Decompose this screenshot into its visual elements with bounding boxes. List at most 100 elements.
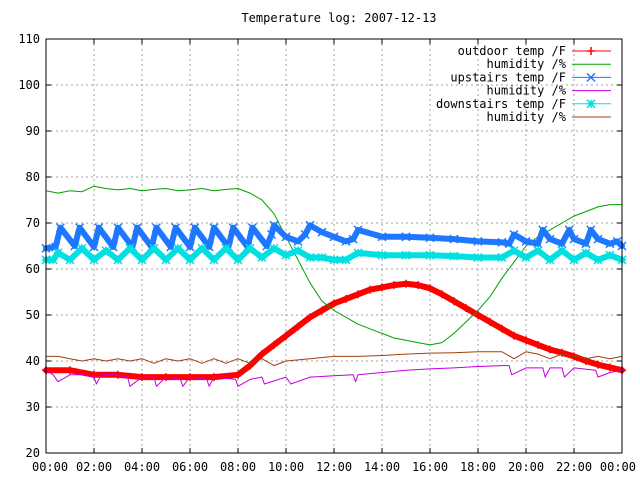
data-point (449, 251, 459, 261)
data-point (521, 236, 531, 246)
x-tick-label: 16:00 (412, 460, 448, 474)
series-line (45, 185, 623, 346)
data-point (545, 234, 555, 244)
data-point (509, 246, 519, 256)
data-point (402, 279, 410, 288)
data-point (486, 317, 494, 326)
data-point (586, 225, 596, 235)
data-point (401, 232, 411, 242)
data-point (348, 234, 358, 244)
legend-marker (587, 47, 595, 55)
data-point (462, 304, 470, 313)
legend-label: downstairs temp /F (436, 97, 566, 111)
data-point (353, 248, 363, 258)
x-tick-label: 06:00 (172, 460, 208, 474)
data-point (497, 252, 507, 263)
legend-marker (586, 99, 596, 109)
y-tick-label: 20 (26, 446, 40, 460)
data-point (593, 234, 603, 244)
data-point (594, 360, 602, 369)
data-point (89, 255, 99, 265)
y-tick-label: 70 (26, 216, 40, 230)
data-point (378, 283, 386, 292)
y-tick-label: 110 (18, 32, 40, 46)
series-1 (45, 185, 623, 346)
x-tick-label: 10:00 (268, 460, 304, 474)
data-point (269, 220, 279, 230)
series-line (45, 351, 623, 367)
data-point (317, 252, 327, 263)
data-point (533, 239, 543, 249)
data-point (77, 243, 87, 253)
x-tick-label: 04:00 (124, 460, 160, 474)
data-point (318, 306, 326, 315)
data-point (317, 227, 327, 237)
series-5 (45, 351, 623, 367)
data-point (558, 348, 566, 357)
data-point (546, 345, 554, 354)
data-point (377, 250, 387, 260)
data-point (282, 331, 290, 340)
data-point (474, 311, 482, 319)
series-line (45, 365, 623, 387)
data-point (149, 243, 159, 253)
data-point (534, 340, 542, 349)
data-point (606, 363, 614, 372)
data-point (329, 255, 339, 265)
data-point (605, 250, 615, 260)
series-3 (45, 365, 623, 387)
data-point (564, 225, 574, 235)
x-tick-label: 08:00 (220, 460, 256, 474)
data-point (209, 255, 219, 265)
data-point (293, 236, 303, 246)
data-point (209, 223, 219, 233)
data-point (366, 285, 374, 294)
data-point (581, 239, 591, 249)
data-point (171, 223, 181, 233)
data-point (173, 243, 183, 253)
y-tick-label: 30 (26, 400, 40, 414)
data-point (113, 223, 123, 233)
data-point (48, 255, 58, 265)
data-point (151, 223, 161, 233)
y-tick-label: 50 (26, 308, 40, 322)
data-point (538, 225, 548, 235)
x-tick-label: 18:00 (460, 460, 496, 474)
data-point (390, 281, 398, 290)
data-point (522, 336, 530, 345)
data-point (257, 252, 267, 263)
data-point (75, 223, 85, 233)
data-point (258, 350, 266, 359)
data-point (425, 250, 435, 260)
data-point (329, 232, 339, 242)
data-point (414, 281, 422, 290)
data-point (593, 255, 603, 265)
series-4 (41, 243, 627, 265)
data-point (132, 223, 142, 233)
data-point (497, 237, 507, 247)
data-point (101, 246, 111, 256)
y-tick-label: 60 (26, 262, 40, 276)
data-point (569, 234, 579, 244)
data-point (300, 229, 310, 240)
data-point (185, 242, 195, 252)
legend-label: outdoor temp /F (458, 44, 566, 58)
data-point (190, 223, 200, 233)
data-point (113, 255, 123, 265)
x-tick-label: 20:00 (508, 460, 544, 474)
data-point (557, 246, 567, 256)
data-point (342, 294, 350, 303)
x-tick-label: 00:00 (600, 460, 636, 474)
y-tick-label: 40 (26, 354, 40, 368)
data-point (197, 243, 207, 253)
data-point (55, 223, 65, 233)
data-point (108, 242, 118, 252)
data-point (267, 229, 277, 240)
x-tick-label: 12:00 (316, 460, 352, 474)
data-point (233, 255, 243, 265)
data-point (533, 246, 543, 256)
data-point (65, 255, 75, 265)
data-point (401, 250, 411, 260)
data-point (438, 290, 446, 299)
